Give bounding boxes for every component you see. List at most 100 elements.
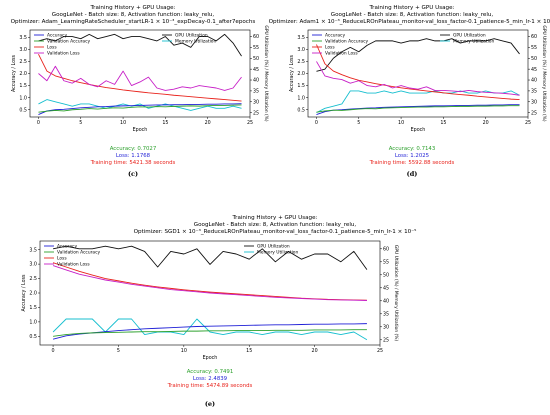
- series-line-validation-loss: [38, 65, 242, 91]
- series-line-loss: [52, 262, 367, 301]
- y2-tick-label: 30: [531, 99, 537, 105]
- legend-label: Accuracy: [325, 33, 345, 39]
- chart-panel-d: Training History + GPU Usage:GoogLeNet -…: [269, 5, 550, 178]
- y2-tick-label: 55: [383, 259, 389, 265]
- chart-title-line: Training History + GPU Usage:: [369, 5, 455, 11]
- y2-tick-label: 25: [531, 110, 537, 116]
- y-tick-label: 3.5: [29, 247, 37, 253]
- y2-tick-label: 50: [383, 272, 389, 278]
- panel-caption: (e): [205, 400, 215, 408]
- legend-label: Loss: [325, 45, 335, 51]
- x-tick-label: 0: [37, 120, 40, 126]
- chart-title-line: Optimizer: SGD1 × 10⁻³_ReduceLROnPlateau…: [134, 228, 417, 235]
- legend-label: Memory Utilization: [175, 39, 216, 45]
- legend-label: Loss: [47, 45, 57, 51]
- stat-training-time: Training time: 5421.38 seconds: [90, 160, 176, 166]
- y-axis-label: Accuracy / Loss: [21, 274, 27, 312]
- series-line-memory-utilization: [316, 90, 520, 114]
- y-tick-label: 1.5: [29, 305, 37, 311]
- series-line-memory-utilization: [38, 99, 242, 111]
- y-tick-label: 1.0: [29, 319, 37, 325]
- y2-tick-label: 50: [253, 56, 259, 62]
- x-tick-label: 20: [483, 120, 489, 126]
- y2-tick-label: 40: [531, 78, 537, 84]
- y-axis-label: Accuracy / Loss: [11, 54, 17, 92]
- legend-label: GPU Utilization: [175, 33, 208, 39]
- x-tick-label: 15: [440, 120, 446, 126]
- legend-label: Accuracy: [57, 244, 77, 250]
- series-line-accuracy: [38, 103, 242, 115]
- x-tick-label: 5: [79, 120, 82, 126]
- chart-title-line: Training History + GPU Usage:: [90, 5, 176, 11]
- series-line-validation-accuracy: [38, 104, 242, 113]
- series-line-gpu-utilization: [38, 33, 242, 57]
- y2-tick-label: 40: [253, 78, 259, 84]
- x-tick-label: 5: [357, 120, 360, 126]
- panel-caption: (d): [407, 170, 418, 178]
- legend-label: Validation Accuracy: [57, 250, 101, 256]
- y-tick-label: 1.5: [297, 83, 305, 89]
- y-tick-label: 2.5: [29, 276, 37, 282]
- y2-tick-label: 60: [531, 34, 537, 40]
- y-tick-label: 0.5: [29, 334, 37, 340]
- series-line-validation-loss: [52, 265, 367, 301]
- y2-axis-label: GPU Utilization (%) / Memory Utilization…: [541, 25, 547, 121]
- legend-label: GPU Utilization: [257, 244, 290, 250]
- x-tick-label: 20: [205, 120, 211, 126]
- series-line-accuracy: [316, 104, 520, 116]
- y2-tick-label: 35: [383, 311, 389, 317]
- y-tick-label: 1.0: [19, 95, 27, 101]
- x-axis-label: Epoch: [203, 355, 218, 361]
- chart-title-line: GoogLeNet - Batch size: 8, Activation fu…: [331, 12, 494, 18]
- stat-accuracy: Accuracy: 0.7027: [110, 146, 157, 152]
- y2-tick-label: 25: [253, 110, 259, 116]
- y2-tick-label: 45: [253, 67, 259, 73]
- x-tick-label: 5: [117, 348, 120, 354]
- series-line-validation-accuracy: [53, 329, 367, 337]
- legend-label: Validation Loss: [325, 51, 358, 57]
- y2-tick-label: 60: [383, 246, 389, 252]
- panel-caption: (c): [128, 170, 138, 178]
- chart-panel-e: Training History + GPU Usage:GoogLeNet -…: [21, 215, 416, 408]
- y-tick-label: 1.5: [19, 83, 27, 89]
- y-tick-label: 2.0: [19, 71, 27, 77]
- legend-label: GPU Utilization: [453, 33, 486, 39]
- y-tick-label: 1.0: [297, 95, 305, 101]
- x-tick-label: 10: [398, 120, 404, 126]
- stat-training-time: Training time: 5474.89 seconds: [167, 383, 253, 389]
- y-tick-label: 3.5: [297, 35, 305, 41]
- legend-label: Memory Utilization: [453, 39, 494, 45]
- x-tick-label: 20: [312, 348, 318, 354]
- x-tick-label: 25: [377, 348, 383, 354]
- x-axis-label: Epoch: [411, 127, 426, 133]
- series-line-loss: [316, 44, 520, 101]
- series-line-gpu-utilization: [52, 245, 368, 270]
- chart-title-line: GoogLeNet - Batch size: 8, Activation fu…: [194, 222, 357, 228]
- y-tick-label: 3.0: [19, 47, 27, 53]
- y-tick-label: 0.5: [19, 107, 27, 113]
- legend-label: Validation Accuracy: [47, 39, 91, 45]
- stat-accuracy: Accuracy: 0.7143: [389, 146, 436, 152]
- y2-tick-label: 55: [253, 45, 259, 51]
- y2-tick-label: 30: [383, 324, 389, 330]
- y-tick-label: 2.5: [19, 59, 27, 65]
- x-tick-label: 25: [247, 120, 253, 126]
- x-tick-label: 15: [246, 348, 252, 354]
- legend-label: Loss: [57, 256, 67, 262]
- x-tick-label: 10: [181, 348, 187, 354]
- chart-title-line: Optimizer: Adam_LearningRateScheduler_st…: [11, 18, 256, 25]
- stat-loss: Loss: 2.4839: [193, 376, 228, 382]
- y-tick-label: 3.0: [29, 262, 37, 268]
- y2-tick-label: 35: [531, 89, 537, 95]
- series-line-gpu-utilization: [316, 38, 520, 72]
- chart-title-line: GoogLeNet - Batch size: 8, Activation fu…: [52, 12, 215, 18]
- stat-accuracy: Accuracy: 0.7491: [187, 369, 234, 375]
- y-tick-label: 2.5: [297, 59, 305, 65]
- chart-panel-c: Training History + GPU Usage:GoogLeNet -…: [11, 5, 269, 178]
- stat-loss: Loss: 1.2025: [395, 153, 429, 159]
